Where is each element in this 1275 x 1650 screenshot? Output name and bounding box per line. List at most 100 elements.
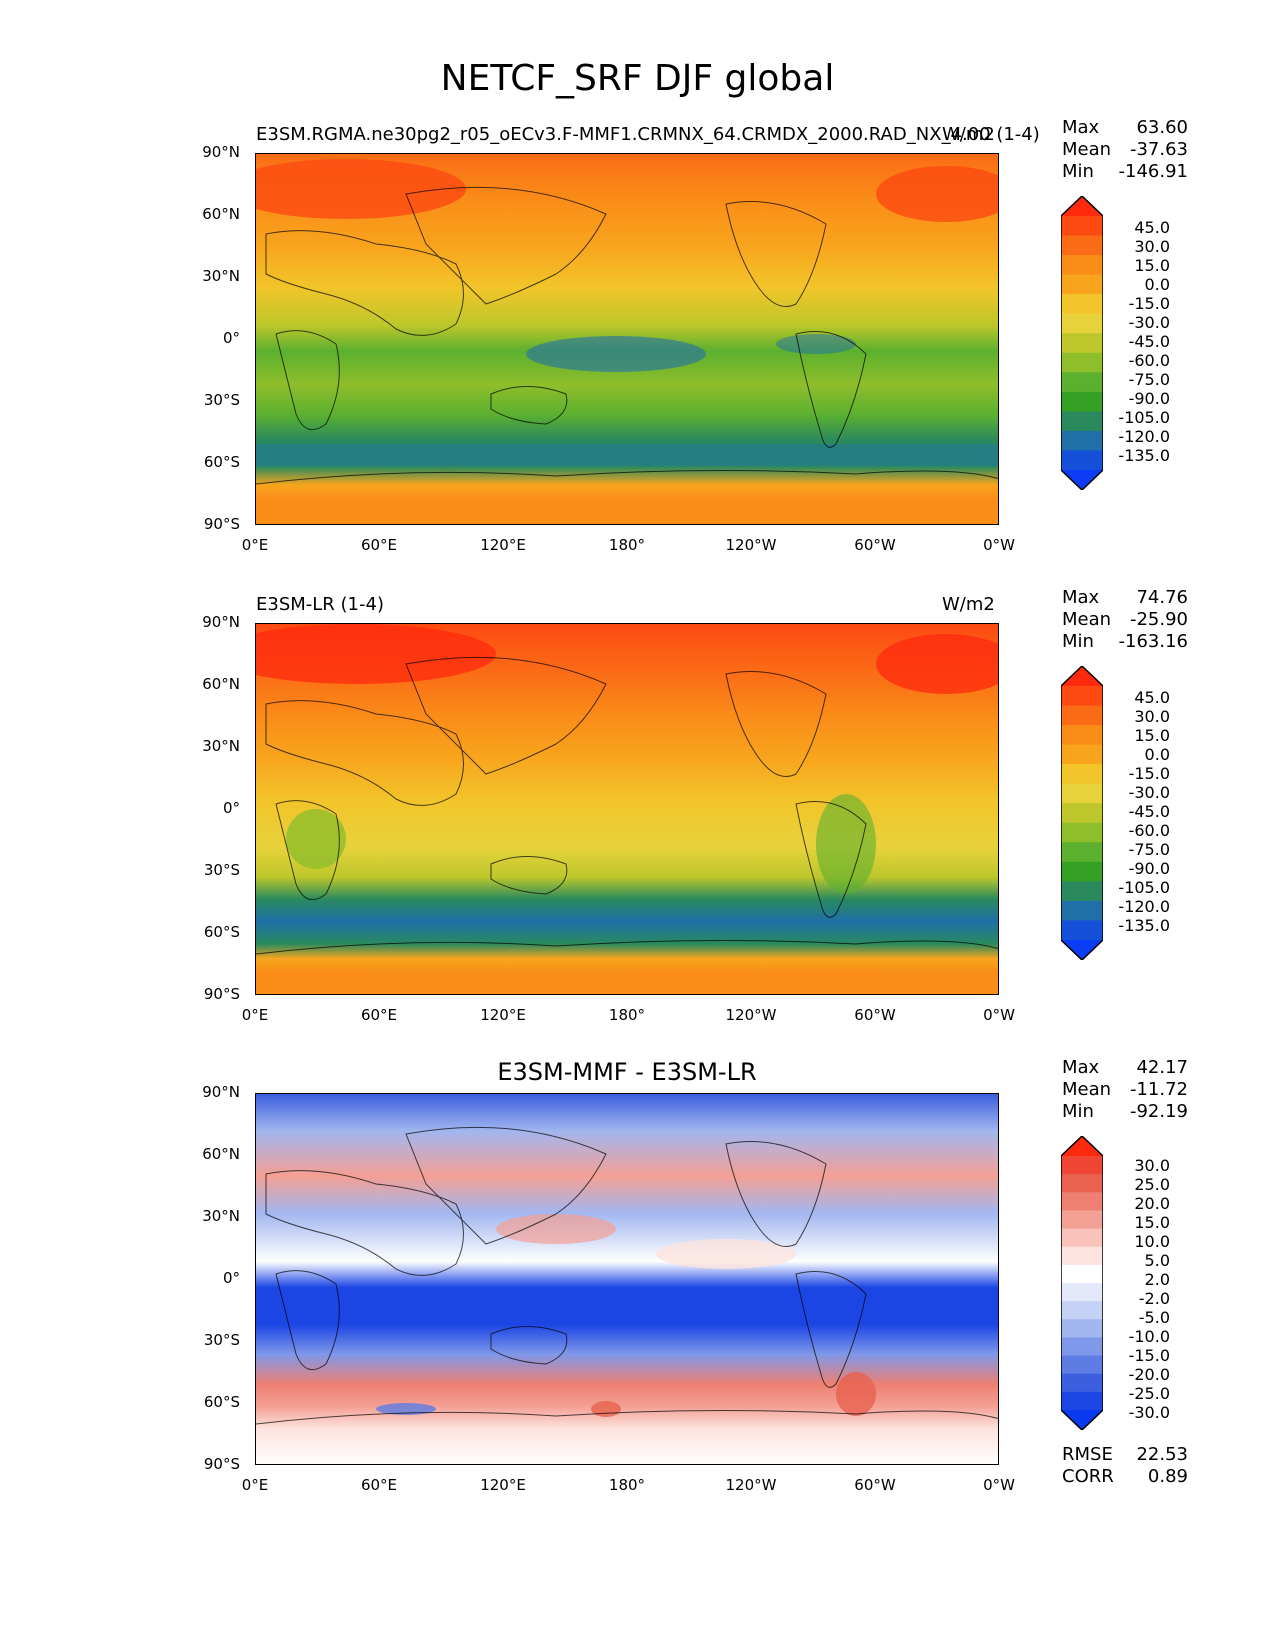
colorbar-level-label: -75.0 [1128, 370, 1170, 389]
stat-min: -146.91 [1118, 161, 1188, 182]
colorbar-extend-min [1061, 1410, 1103, 1430]
colorbar-level-label: 30.0 [1134, 1156, 1170, 1175]
panel-3-map [255, 1093, 999, 1465]
panel-3-colorbar [1060, 1134, 1104, 1432]
colorbar-level-label: 10.0 [1134, 1232, 1170, 1251]
colorbar-level-label: 2.0 [1144, 1270, 1170, 1289]
panel-1-map-canvas [256, 154, 998, 524]
colorbar-segment [1061, 1174, 1103, 1193]
panel-1-tropical-feature [526, 336, 706, 372]
panel-3-xtick: 120°E [480, 1476, 526, 1494]
panel-1-map [255, 153, 999, 525]
colorbar-segment [1061, 352, 1103, 373]
colorbar-segment [1061, 803, 1103, 824]
colorbar-extend-max [1061, 196, 1103, 216]
colorbar-level-label: -75.0 [1128, 840, 1170, 859]
colorbar-segment [1061, 1337, 1103, 1357]
colorbar-segment [1061, 450, 1103, 471]
panel-1-ytick: 60°S [203, 453, 240, 471]
panel-2-coastlines [256, 656, 998, 955]
panel-2-ytick: 0° [222, 799, 240, 817]
colorbar-segment [1061, 705, 1103, 726]
colorbar-segment [1061, 686, 1103, 707]
colorbar-segment [1061, 822, 1103, 843]
panel-1-units: W/m2 [942, 124, 995, 145]
panel-2-ytick: 60°N [202, 675, 240, 693]
panel-1-ytick: 90°S [203, 515, 240, 533]
colorbar-segment [1061, 842, 1103, 863]
panel-3-feature [656, 1239, 796, 1269]
colorbar-level-label: -120.0 [1118, 897, 1170, 916]
panel-1-ytick: 30°N [202, 267, 240, 285]
stat-mean: -25.90 [1129, 609, 1188, 630]
colorbar-segment [1061, 313, 1103, 334]
colorbar-level-label: -105.0 [1118, 878, 1170, 897]
panel-3-ytick: 60°S [203, 1393, 240, 1411]
colorbar-segment [1061, 372, 1103, 393]
panel-3-xtick: 180° [608, 1476, 646, 1494]
colorbar-segment [1061, 411, 1103, 432]
colorbar-extend-max [1061, 1136, 1103, 1156]
panel-2-xtick: 180° [608, 1006, 646, 1024]
colorbar-segment [1061, 1246, 1103, 1266]
colorbar-segment [1061, 1283, 1103, 1302]
colorbar-segment [1061, 235, 1103, 256]
panel-3-ytick: 90°N [202, 1083, 240, 1101]
colorbar-segment [1061, 333, 1103, 354]
colorbar-level-label: 0.0 [1144, 745, 1170, 764]
colorbar-level-label: -2.0 [1138, 1289, 1170, 1308]
colorbar-level-label: -45.0 [1128, 802, 1170, 821]
colorbar-segment [1061, 881, 1103, 902]
colorbar-level-label: 30.0 [1134, 707, 1170, 726]
panel-2-colorbar [1060, 664, 1104, 962]
colorbar-segment [1061, 1264, 1103, 1284]
stat-mean: -11.72 [1129, 1079, 1188, 1100]
colorbar-level-label: -120.0 [1118, 427, 1170, 446]
stat-min: -92.19 [1129, 1101, 1188, 1122]
metric-label: CORR [1062, 1466, 1114, 1487]
panel-2-tropical-feature [286, 809, 346, 869]
panel-2-ytick: 60°S [203, 923, 240, 941]
panel-2-xtick: 0°W [983, 1006, 1015, 1024]
panel-3-xtick: 60°W [854, 1476, 896, 1494]
colorbar-level-label: -45.0 [1128, 332, 1170, 351]
panel-1-colorbar [1060, 194, 1104, 492]
panel-2-units: W/m2 [942, 594, 995, 615]
panel-2-ytick: 90°S [203, 985, 240, 1003]
panel-3-xtick: 120°W [725, 1476, 777, 1494]
colorbar-level-label: 30.0 [1134, 237, 1170, 256]
metric-corr: 0.89 [1147, 1466, 1188, 1487]
panel-1-title-left: E3SM.RGMA.ne30pg2_r05_oECv3.F-MMF1.CRMNX… [256, 124, 1040, 145]
stat-max: 63.60 [1136, 117, 1188, 138]
panel-1-xtick: 60°E [360, 536, 398, 554]
colorbar-level-label: -60.0 [1128, 351, 1170, 370]
colorbar-level-label: 15.0 [1134, 726, 1170, 745]
panel-2-map-canvas [256, 624, 998, 994]
panel-3-feature [591, 1401, 621, 1417]
panel-2-title-left: E3SM-LR (1-4) [256, 594, 384, 615]
panel-1-arctic-feature [256, 159, 466, 219]
colorbar-segment [1061, 764, 1103, 785]
colorbar-segment [1061, 744, 1103, 765]
colorbar-level-label: -135.0 [1118, 446, 1170, 465]
panel-1-xtick: 0°W [983, 536, 1015, 554]
panel-2-xtick: 120°E [480, 1006, 526, 1024]
panel-1-colorbar-labels: 45.0 30.0 15.0 0.0 -15.0 -30.0 -45.0 -60.0 -75.0… [1108, 218, 1170, 465]
colorbar-level-label: -15.0 [1128, 1346, 1170, 1365]
stat-max: 74.76 [1136, 587, 1188, 608]
metric-rmse: 22.53 [1136, 1444, 1188, 1465]
panel-3-ytick: 60°N [202, 1145, 240, 1163]
panel-3-colorbar-graphic [1060, 1134, 1104, 1432]
panel-2-xtick: 120°W [725, 1006, 777, 1024]
colorbar-level-label: -135.0 [1118, 916, 1170, 935]
colorbar-segment [1061, 1210, 1103, 1230]
panel-3-ytick: 90°S [203, 1455, 240, 1473]
colorbar-level-label: 15.0 [1134, 256, 1170, 275]
panel-3-ytick: 30°S [203, 1331, 240, 1349]
stat-label: Mean [1062, 609, 1112, 630]
stat-label: Min [1062, 631, 1094, 652]
colorbar-level-label: 45.0 [1134, 688, 1170, 707]
colorbar-level-label: -60.0 [1128, 821, 1170, 840]
stat-label: Max [1062, 117, 1100, 138]
colorbar-segment [1061, 900, 1103, 921]
